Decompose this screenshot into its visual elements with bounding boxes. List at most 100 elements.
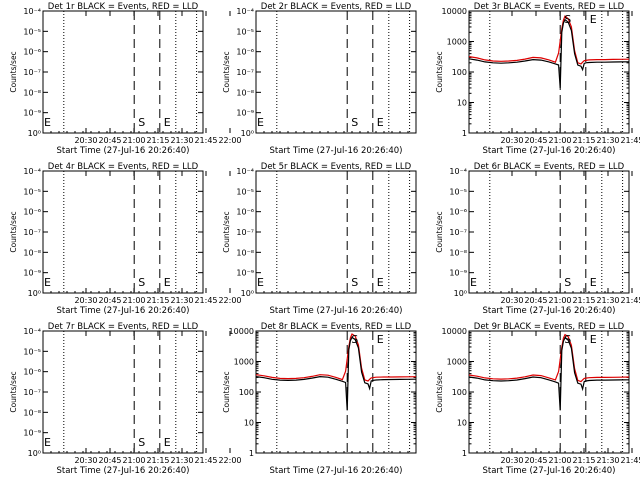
x-tick-label: 21:15 xyxy=(572,456,595,465)
y-tick-label: 10 xyxy=(244,419,254,428)
x-tick-label: 22:00 xyxy=(218,456,241,465)
marker-s: S xyxy=(351,276,358,289)
marker-s: S xyxy=(138,116,145,129)
plot-frame xyxy=(42,170,204,294)
x-tick-label: 20:45 xyxy=(524,296,547,305)
x-tick-label: 20:30 xyxy=(74,296,97,305)
y-tick-label: 10⁻⁴ xyxy=(23,7,41,16)
x-tick-label: 22:00 xyxy=(218,296,241,305)
y-tick-label: 1 xyxy=(462,449,467,458)
y-tick-label: 10⁰ xyxy=(454,289,467,298)
lld-series-line xyxy=(255,333,417,382)
x-tick-label: 21:45 xyxy=(194,296,217,305)
marker-s: S xyxy=(351,333,358,346)
events-series-line xyxy=(468,336,630,411)
y-tick-label: 100 xyxy=(239,388,254,397)
marker-e: E xyxy=(164,116,171,129)
y-tick-label: 10⁰ xyxy=(28,129,41,138)
panel-det-9r: Det 9r BLACK = Events, RED = LLD 20:3020:… xyxy=(435,322,630,476)
panel-det-1r: Det 1r BLACK = Events, RED = LLD 20:30 20:… xyxy=(9,2,242,156)
y-tick-label: 10⁰ xyxy=(28,449,41,458)
x-tick-label: 20:30 xyxy=(74,456,97,465)
y-tick-label: 1000 xyxy=(447,38,467,47)
x-tick-label: 21:30 xyxy=(596,296,619,305)
y-tick-label: 10⁻⁵ xyxy=(23,187,41,196)
x-tick-label: 21:15 xyxy=(572,136,595,145)
panel-title: Det 1r BLACK = Events, RED = LLD xyxy=(48,2,199,12)
x-axis-label: Start Time (27-Jul-16 20:26:40) xyxy=(270,306,403,316)
marker-edge-e: E xyxy=(257,116,264,129)
panel-title: Det 2r BLACK = Events, RED = LLD xyxy=(261,2,412,12)
plot-frame xyxy=(42,330,204,454)
y-tick-label: 10⁻⁵ xyxy=(236,27,254,36)
y-tick-label: 10⁻⁶ xyxy=(236,208,254,217)
y-tick-label: 10⁻⁶ xyxy=(23,48,41,57)
x-axis-label: Start Time (27-Jul-16 20:26:40) xyxy=(270,466,403,476)
y-tick-label: 10⁻⁹ xyxy=(449,269,467,278)
x-tick-label: 21:45 xyxy=(620,456,640,465)
y-axis-label: Counts/sec xyxy=(9,371,18,412)
y-tick-label: 10⁻⁴ xyxy=(449,167,467,176)
x-tick-label: 20:45 xyxy=(98,296,121,305)
y-tick-label: 10⁻⁸ xyxy=(236,248,254,257)
panel-title: Det 6r BLACK = Events, RED = LLD xyxy=(474,162,625,172)
marker-s: S xyxy=(138,436,145,449)
panel-title: Det 8r BLACK = Events, RED = LLD xyxy=(261,322,412,332)
y-tick-label: 10⁻⁹ xyxy=(23,269,41,278)
marker-e: E xyxy=(590,13,597,26)
y-tick-label: 100 xyxy=(452,388,467,397)
marker-s: S xyxy=(351,116,358,129)
y-tick-label: 10⁻⁷ xyxy=(449,228,467,237)
panel-det-3r: Det 3r BLACK = Events, RED = LLD 20:3020:… xyxy=(435,2,630,156)
x-tick-label: 21:00 xyxy=(548,296,571,305)
panel-det-2r: Det 2r BLACK = Events, RED = LLD 20:30 20:… xyxy=(222,2,640,156)
y-tick-label: 10⁻⁷ xyxy=(236,68,254,77)
y-tick-label: 1 xyxy=(462,129,467,138)
x-tick-label: 21:45 xyxy=(194,456,217,465)
x-tick-label: 22:00 xyxy=(218,136,241,145)
y-tick-label: 10⁻⁶ xyxy=(23,208,41,217)
y-tick-label: 10⁻⁴ xyxy=(23,167,41,176)
x-axis-label: Start Time (27-Jul-16 20:26:40) xyxy=(57,306,190,316)
y-axis-label: Counts/sec xyxy=(435,211,444,252)
y-tick-label: 10⁻⁶ xyxy=(23,368,41,377)
marker-edge-e: E xyxy=(44,116,51,129)
panel-title: Det 7r BLACK = Events, RED = LLD xyxy=(48,322,199,332)
x-tick-label: 21:30 xyxy=(170,296,193,305)
lld-series-line xyxy=(468,333,630,383)
y-tick-label: 10 xyxy=(457,419,467,428)
x-tick-label: 21:00 xyxy=(122,456,145,465)
plot-frame xyxy=(468,10,630,134)
y-tick-label: 10⁻⁷ xyxy=(23,228,41,237)
y-tick-label: 10⁰ xyxy=(241,289,254,298)
x-tick-label: 21:00 xyxy=(548,136,571,145)
x-tick-label: 21:30 xyxy=(596,456,619,465)
x-tick-label: 20:30 xyxy=(500,296,523,305)
y-tick-label: 10⁻⁸ xyxy=(23,88,41,97)
marker-s: S xyxy=(564,13,571,26)
x-tick-label: 21:30 xyxy=(596,136,619,145)
marker-edge-e: E xyxy=(470,276,477,289)
y-tick-label: 10⁻⁸ xyxy=(236,88,254,97)
plot-frame xyxy=(468,170,630,294)
x-tick-label: 21:00 xyxy=(122,296,145,305)
plot-frame xyxy=(42,10,204,134)
y-tick-label: 1000 xyxy=(447,358,467,367)
y-tick-label: 10⁻⁷ xyxy=(23,388,41,397)
panel-title: Det 4r BLACK = Events, RED = LLD xyxy=(48,162,199,172)
marker-edge-e: E xyxy=(44,276,51,289)
y-tick-label: 10⁰ xyxy=(241,129,254,138)
marker-e: E xyxy=(590,276,597,289)
x-tick-label: 21:30 xyxy=(170,136,193,145)
marker-s: S xyxy=(138,276,145,289)
y-axis-label: Counts/sec xyxy=(222,371,231,412)
y-tick-label: 10⁻⁴ xyxy=(236,167,254,176)
events-series-line xyxy=(255,336,417,411)
y-tick-label: 10000 xyxy=(442,7,467,16)
plot-frame xyxy=(255,170,417,294)
y-tick-label: 10⁻⁵ xyxy=(23,347,41,356)
x-tick-label: 21:15 xyxy=(146,136,169,145)
x-tick-label: 21:00 xyxy=(548,456,571,465)
marker-e: E xyxy=(377,116,384,129)
